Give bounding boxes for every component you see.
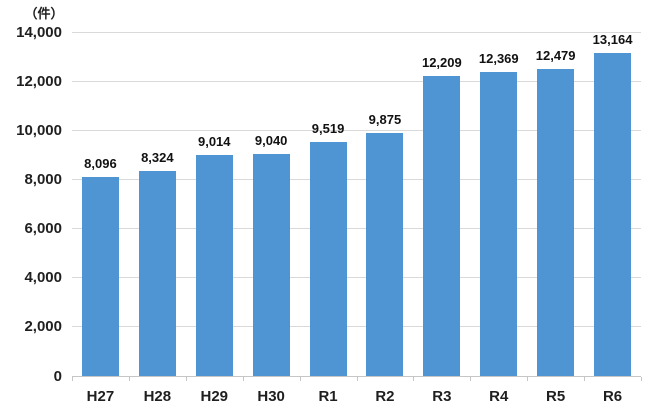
x-axis-tick-label: R1 — [318, 388, 338, 405]
x-axis-tick-label: R5 — [546, 388, 566, 405]
bar-value-label: 13,164 — [592, 31, 633, 47]
bar — [195, 154, 233, 376]
x-axis-tick-label: R6 — [602, 388, 623, 405]
x-axis-tick-label: H27 — [86, 388, 115, 405]
bar-value-label: 9,875 — [368, 112, 402, 128]
bar — [537, 69, 575, 376]
bar-value-label: 9,519 — [311, 121, 345, 137]
bar — [423, 76, 461, 376]
x-axis-tick-mark — [356, 377, 358, 381]
bar — [81, 177, 119, 376]
y-axis-tick-label: 0 — [53, 367, 62, 385]
gridline — [72, 326, 641, 328]
x-axis-tick-mark — [527, 377, 529, 381]
bar — [366, 133, 404, 376]
x-axis-tick-label: H30 — [257, 388, 285, 405]
bar-value-label: 9,014 — [197, 133, 231, 149]
x-axis-tick-mark — [470, 377, 472, 381]
bar — [138, 171, 176, 376]
x-axis-tick-mark — [128, 377, 130, 381]
x-axis-tick-mark — [185, 377, 187, 381]
bar — [594, 52, 632, 376]
x-axis-tick-mark — [242, 377, 244, 381]
x-axis-tick-mark — [641, 377, 642, 381]
x-axis-tick-mark — [584, 377, 586, 381]
bar — [252, 153, 290, 376]
x-axis-tick-label: R3 — [432, 388, 452, 405]
y-axis-tick-label: 2,000 — [24, 318, 62, 336]
x-axis-tick-mark — [72, 377, 73, 381]
x-axis-tick-mark — [299, 377, 301, 381]
gridline — [72, 228, 641, 230]
gridline — [72, 31, 641, 33]
y-axis-tick-label: 12,000 — [16, 72, 62, 90]
bar — [309, 142, 347, 376]
gridline — [72, 80, 641, 82]
bar-value-label: 12,209 — [421, 55, 462, 70]
x-axis-tick-label: R4 — [489, 388, 509, 405]
gridline — [72, 375, 641, 377]
gridline — [72, 178, 641, 180]
gridline — [72, 129, 641, 131]
x-axis-tick-label: H28 — [143, 388, 172, 405]
y-axis-tick-label: 10,000 — [16, 121, 62, 139]
bar-value-label: 12,479 — [535, 48, 576, 64]
y-axis-tick-label: 8,000 — [24, 170, 62, 188]
y-axis-tick-label: 4,000 — [24, 269, 62, 287]
y-axis-tick-label: 14,000 — [16, 23, 62, 41]
bar — [480, 72, 518, 376]
bar-value-label: 9,040 — [254, 132, 288, 148]
bar-value-label: 8,096 — [84, 156, 117, 172]
x-axis-tick-label: R2 — [375, 388, 395, 405]
bar-value-label: 8,324 — [141, 150, 174, 166]
y-axis-tick-label: 6,000 — [24, 220, 62, 238]
x-axis-tick-mark — [413, 377, 415, 381]
x-axis-tick-label: H29 — [200, 388, 229, 405]
bar-value-label: 12,369 — [478, 51, 519, 67]
y-axis-unit-label: （件） — [24, 6, 64, 21]
gridline — [72, 277, 641, 279]
